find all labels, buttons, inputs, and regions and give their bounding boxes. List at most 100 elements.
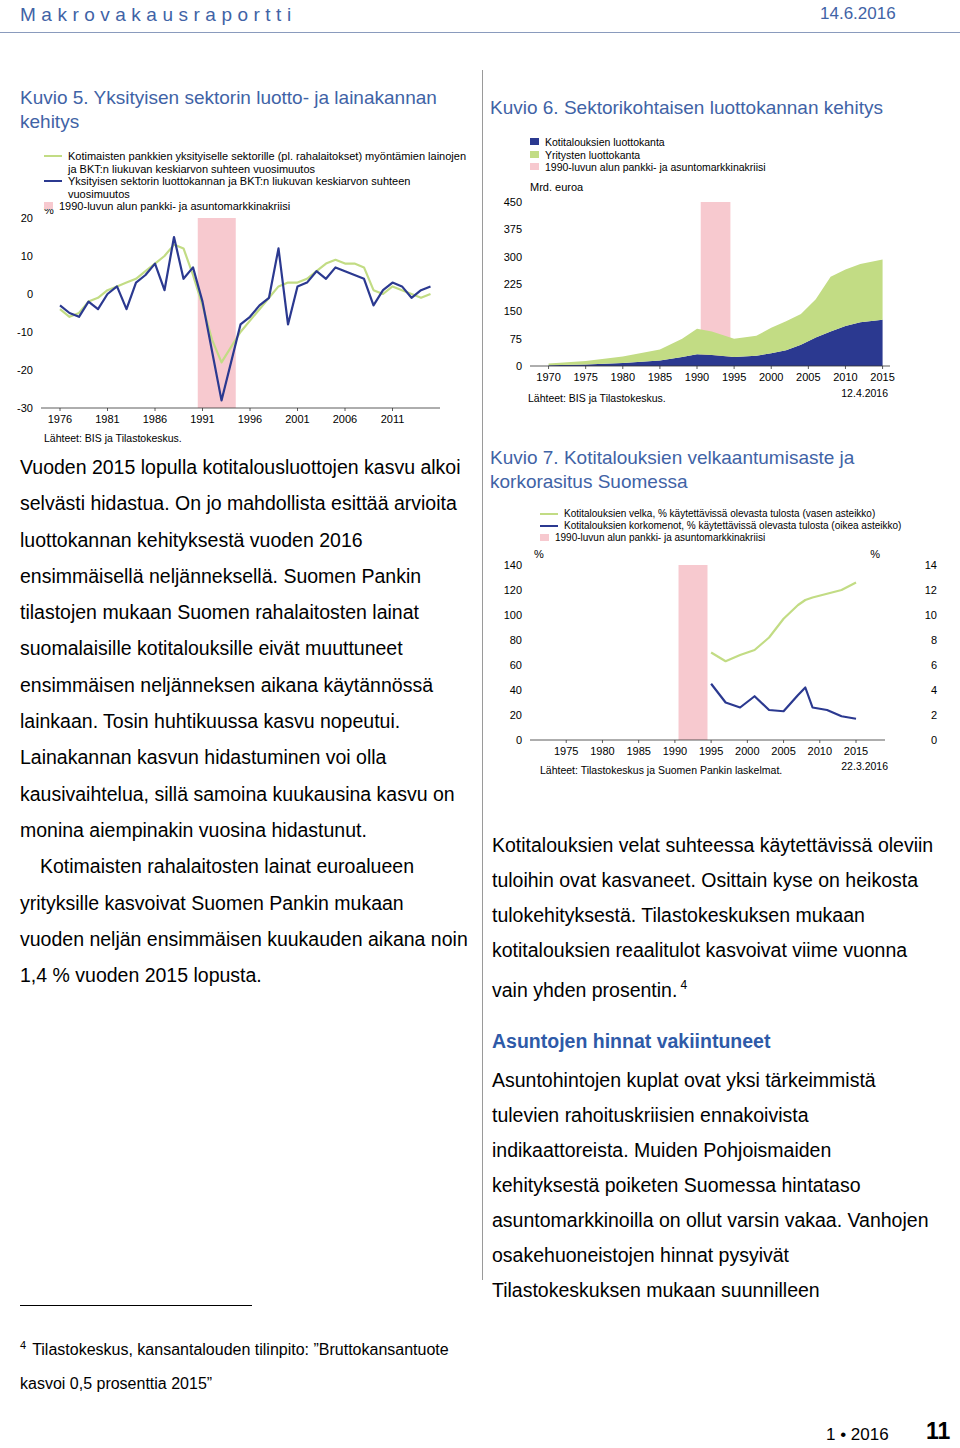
x-tick-label: 2000 bbox=[759, 371, 783, 383]
legend-item: Kotitalouksien velka, % käytettävissä ol… bbox=[540, 508, 930, 520]
legend-swatch bbox=[530, 151, 539, 158]
paragraph: Kotitalouksien velat suhteessa käytettäv… bbox=[492, 834, 933, 1001]
legend-label: Yksityisen sektorin luottokannan ja BKT:… bbox=[68, 175, 469, 200]
y-tick-label: 0 bbox=[516, 734, 522, 746]
legend-swatch bbox=[44, 155, 62, 157]
chart-source: Lähteet: Tilastokeskus ja Suomen Pankin … bbox=[540, 764, 782, 776]
x-tick-label: 2000 bbox=[735, 745, 759, 757]
x-tick-label: 1996 bbox=[238, 413, 262, 425]
plot-area bbox=[679, 565, 856, 740]
section-heading: Asuntojen hinnat vakiintuneet bbox=[492, 1030, 940, 1053]
x-tick bbox=[747, 740, 748, 743]
x-tick bbox=[345, 408, 346, 411]
y-tick-label: 450 bbox=[504, 196, 522, 208]
y2-tick-label: 12 bbox=[925, 584, 937, 596]
shaded-period bbox=[701, 202, 731, 366]
x-tick bbox=[734, 366, 735, 369]
y-tick-label: 80 bbox=[510, 634, 522, 646]
x-axis-line bbox=[530, 740, 885, 741]
x-tick bbox=[202, 408, 203, 411]
x-tick bbox=[585, 366, 586, 369]
x-tick bbox=[674, 740, 675, 743]
y-tick-label: 20 bbox=[21, 212, 33, 224]
x-tick-label: 1980 bbox=[611, 371, 635, 383]
y-tick-label: 150 bbox=[504, 305, 522, 317]
shaded-period bbox=[198, 218, 236, 408]
x-tick bbox=[297, 408, 298, 411]
x-tick bbox=[622, 366, 623, 369]
page: Makrovakausraportti14.6.2016Vuoden 2015 … bbox=[0, 0, 960, 1448]
x-tick-label: 2010 bbox=[833, 371, 857, 383]
legend: Kotimaisten pankkien yksityiselle sektor… bbox=[44, 150, 469, 213]
legend-swatch bbox=[44, 202, 53, 209]
x-tick bbox=[155, 408, 156, 411]
chart-date: 22.3.2016 bbox=[841, 760, 888, 772]
legend-label: Kotimaisten pankkien yksityiselle sektor… bbox=[68, 150, 469, 175]
chart-title: Kuvio 5. Yksityisen sektorin luotto- ja … bbox=[20, 86, 460, 134]
x-tick-label: 2006 bbox=[333, 413, 357, 425]
x-tick-label: 1975 bbox=[554, 745, 578, 757]
footnote-rule bbox=[20, 1305, 252, 1306]
legend-swatch bbox=[540, 525, 558, 527]
y-tick-label: 375 bbox=[504, 223, 522, 235]
footnote-ref: 4 bbox=[680, 978, 687, 992]
legend-swatch bbox=[44, 180, 62, 182]
x-tick bbox=[783, 740, 784, 743]
legend-swatch bbox=[530, 138, 539, 145]
legend-label: 1990-luvun alun pankki- ja asuntomarkkin… bbox=[545, 161, 766, 174]
legend-item: Kotimaisten pankkien yksityiselle sektor… bbox=[44, 150, 469, 175]
x-tick-label: 1991 bbox=[190, 413, 214, 425]
chart-title: Kuvio 6. Sektorikohtaisen luottokannan k… bbox=[490, 96, 940, 120]
x-tick-label: 2015 bbox=[844, 745, 868, 757]
footnote-number: 4 bbox=[20, 1339, 26, 1351]
legend-swatch bbox=[540, 534, 549, 541]
x-tick-label: 2001 bbox=[285, 413, 309, 425]
line-series bbox=[60, 237, 431, 400]
legend-swatch bbox=[530, 163, 539, 170]
x-tick bbox=[250, 408, 251, 411]
footnote-text: Tilastokeskus, kansantalouden tilinpito:… bbox=[20, 1341, 449, 1392]
x-tick bbox=[697, 366, 698, 369]
plot-area bbox=[60, 218, 431, 408]
x-tick-label: 1995 bbox=[699, 745, 723, 757]
charts-layer: %19761981198619911996200120062011-30-20-… bbox=[0, 0, 960, 1448]
y-tick-label: 40 bbox=[510, 684, 522, 696]
y-tick-label: 60 bbox=[510, 659, 522, 671]
area-series bbox=[549, 260, 883, 366]
legend-label: Yritysten luottokanta bbox=[545, 149, 640, 162]
legend-item: Yksityisen sektorin luottokannan ja BKT:… bbox=[44, 175, 469, 200]
legend-label: Kotitalouksien velka, % käytettävissä ol… bbox=[564, 508, 875, 520]
legend-item: Kotitalouksien korkomenot, % käytettävis… bbox=[540, 520, 930, 532]
area-series bbox=[549, 320, 883, 366]
chart-source: Lähteet: BIS ja Tilastokeskus. bbox=[528, 392, 666, 404]
y-tick-label: 0 bbox=[27, 288, 33, 300]
x-tick-label: 1986 bbox=[143, 413, 167, 425]
x-tick-label: 2005 bbox=[796, 371, 820, 383]
x-tick-label: 1975 bbox=[573, 371, 597, 383]
legend: Kotitalouksien luottokantaYritysten luot… bbox=[530, 136, 890, 174]
y2-tick-label: 14 bbox=[925, 559, 937, 571]
y2-tick-label: 4 bbox=[931, 684, 937, 696]
paragraph: Asuntohintojen kuplat ovat yksi tärkeimm… bbox=[492, 1063, 940, 1308]
y-tick-label: 20 bbox=[510, 709, 522, 721]
header-rule bbox=[0, 32, 960, 33]
x-tick-label: 1981 bbox=[95, 413, 119, 425]
chart-source: Lähteet: BIS ja Tilastokeskus. bbox=[44, 432, 182, 444]
line-series bbox=[60, 245, 431, 363]
x-tick bbox=[638, 740, 639, 743]
x-tick bbox=[882, 366, 883, 369]
legend: Kotitalouksien velka, % käytettävissä ol… bbox=[540, 508, 930, 544]
x-tick-label: 1980 bbox=[590, 745, 614, 757]
y-tick-label: 120 bbox=[504, 584, 522, 596]
x-tick bbox=[808, 366, 809, 369]
x-tick bbox=[602, 740, 603, 743]
x-tick-label: 1985 bbox=[648, 371, 672, 383]
axis-label: % bbox=[870, 548, 880, 560]
x-tick bbox=[845, 366, 846, 369]
y2-tick-label: 6 bbox=[931, 659, 937, 671]
x-tick-label: 1995 bbox=[722, 371, 746, 383]
legend-item: Yritysten luottokanta bbox=[530, 149, 890, 162]
y-tick-label: 10 bbox=[21, 250, 33, 262]
header-date: 14.6.2016 bbox=[820, 4, 896, 24]
x-tick-label: 1970 bbox=[536, 371, 560, 383]
